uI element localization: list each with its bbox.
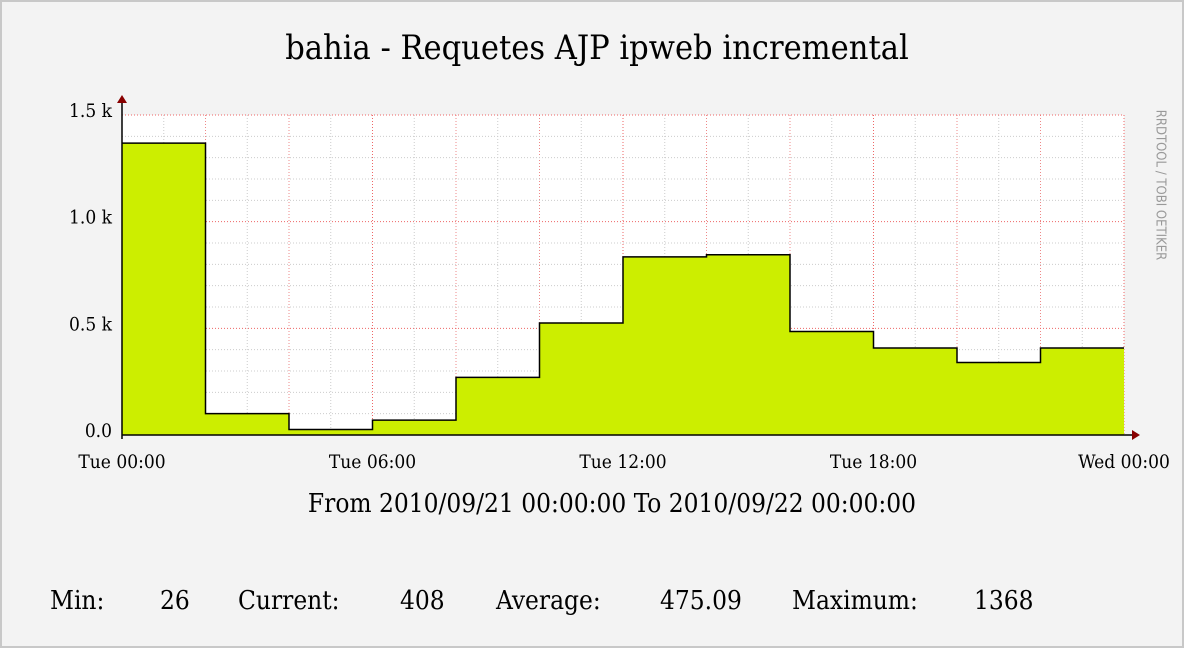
step-area <box>623 256 707 435</box>
stat-value: 26 <box>160 586 190 616</box>
stat-value: 408 <box>400 586 445 616</box>
x-tick-label: Wed 00:00 <box>1078 451 1170 473</box>
step-area <box>873 347 957 435</box>
subtitle: From 2010/09/21 00:00:00 To 2010/09/22 0… <box>308 489 916 519</box>
y-tick-label: 0.5 k <box>69 313 113 335</box>
stat-value: 1368 <box>974 586 1034 616</box>
step-area <box>122 143 206 435</box>
step-area <box>790 331 874 435</box>
x-tick-label: Tue 00:00 <box>78 451 165 473</box>
stat-label: Maximum: <box>792 586 918 616</box>
y-tick-label: 0.0 <box>85 420 112 442</box>
arrow <box>117 95 127 103</box>
stat-value: 475.09 <box>660 586 742 616</box>
step-area <box>539 323 623 435</box>
arrow <box>1132 430 1140 440</box>
chart-title: bahia - Requetes AJP ipweb incremental <box>285 28 909 68</box>
stat-label: Min: <box>50 586 104 616</box>
x-tick-label: Tue 18:00 <box>830 451 917 473</box>
step-area <box>372 420 456 435</box>
stat-label: Average: <box>495 586 601 616</box>
outline <box>122 142 1124 431</box>
y-tick-label: 1.0 k <box>69 207 113 229</box>
side-label: RRDTOOL / TOBI OETIKER <box>1153 110 1168 261</box>
step-area <box>957 362 1041 435</box>
step-area <box>289 429 373 435</box>
step-area <box>456 377 540 435</box>
step-area <box>706 254 790 435</box>
y-tick-label: 1.5 k <box>69 100 113 122</box>
stat-label: Current: <box>238 586 340 616</box>
step-area <box>1040 347 1124 435</box>
x-tick-label: Tue 06:00 <box>329 451 416 473</box>
x-tick-label: Tue 12:00 <box>579 451 666 473</box>
step-area <box>205 413 289 435</box>
